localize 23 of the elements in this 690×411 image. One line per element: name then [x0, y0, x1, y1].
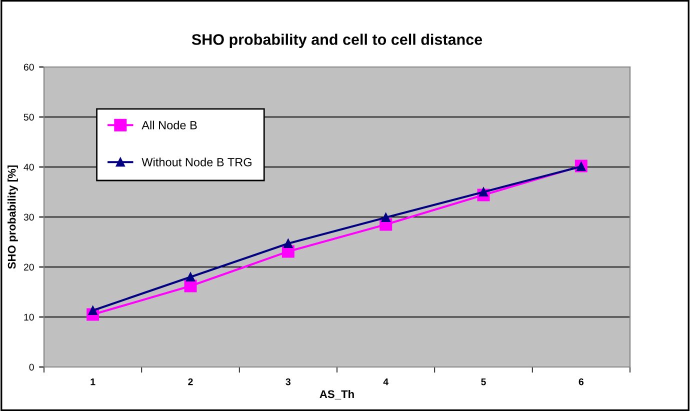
- x-tick-label: 6: [578, 378, 584, 386]
- y-tick-label: 20: [24, 264, 34, 271]
- x-tick-label: 1: [90, 378, 96, 386]
- x-axis-title: AS_Th: [320, 390, 354, 400]
- y-tick-label: 50: [24, 114, 34, 121]
- y-tick-label: 10: [24, 314, 34, 321]
- point: [284, 238, 293, 248]
- y-tick-label: 60: [24, 64, 34, 71]
- point: [381, 212, 390, 222]
- x-tick-label: 4: [383, 378, 388, 386]
- legend-label: Without Node B TRG: [142, 158, 252, 166]
- x-tick-label: 3: [286, 378, 291, 386]
- y-tick-label: 30: [24, 214, 34, 221]
- point: [478, 187, 488, 197]
- x-tick-label: 5: [481, 378, 486, 386]
- y-tick-label: 0: [29, 364, 34, 371]
- legend-label: All Node B: [142, 120, 197, 130]
- y-axis-title: SHO probability [%]: [8, 165, 18, 269]
- point: [88, 306, 98, 316]
- chart-title: SHO probability and cell to cell distance: [192, 34, 482, 48]
- point: [186, 272, 196, 282]
- x-tick-label: 2: [188, 378, 193, 386]
- y-tick-label: 40: [24, 164, 34, 171]
